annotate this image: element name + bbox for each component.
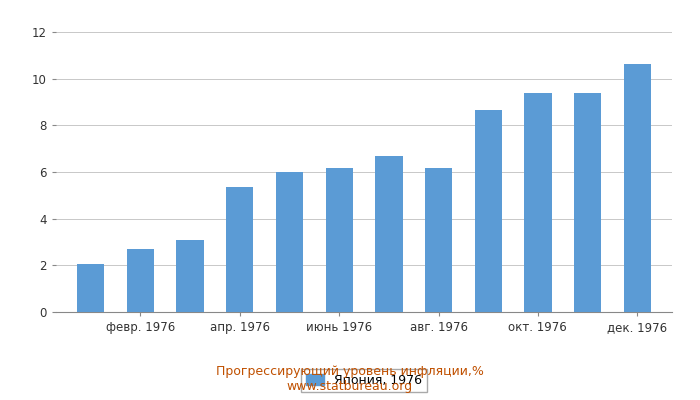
Text: www.statbureau.org: www.statbureau.org xyxy=(287,380,413,393)
Bar xyxy=(326,168,353,312)
Bar xyxy=(475,110,502,312)
Bar xyxy=(524,93,552,312)
Bar xyxy=(624,64,651,312)
Bar xyxy=(276,172,303,312)
Bar xyxy=(574,93,601,312)
Legend: Япония, 1976: Япония, 1976 xyxy=(300,369,428,392)
Bar xyxy=(425,168,452,312)
Bar xyxy=(127,248,154,312)
Bar xyxy=(226,187,253,312)
Bar xyxy=(375,156,402,312)
Bar xyxy=(77,264,104,312)
Text: Прогрессирующий уровень инфляции,%: Прогрессирующий уровень инфляции,% xyxy=(216,365,484,378)
Bar xyxy=(176,240,204,312)
